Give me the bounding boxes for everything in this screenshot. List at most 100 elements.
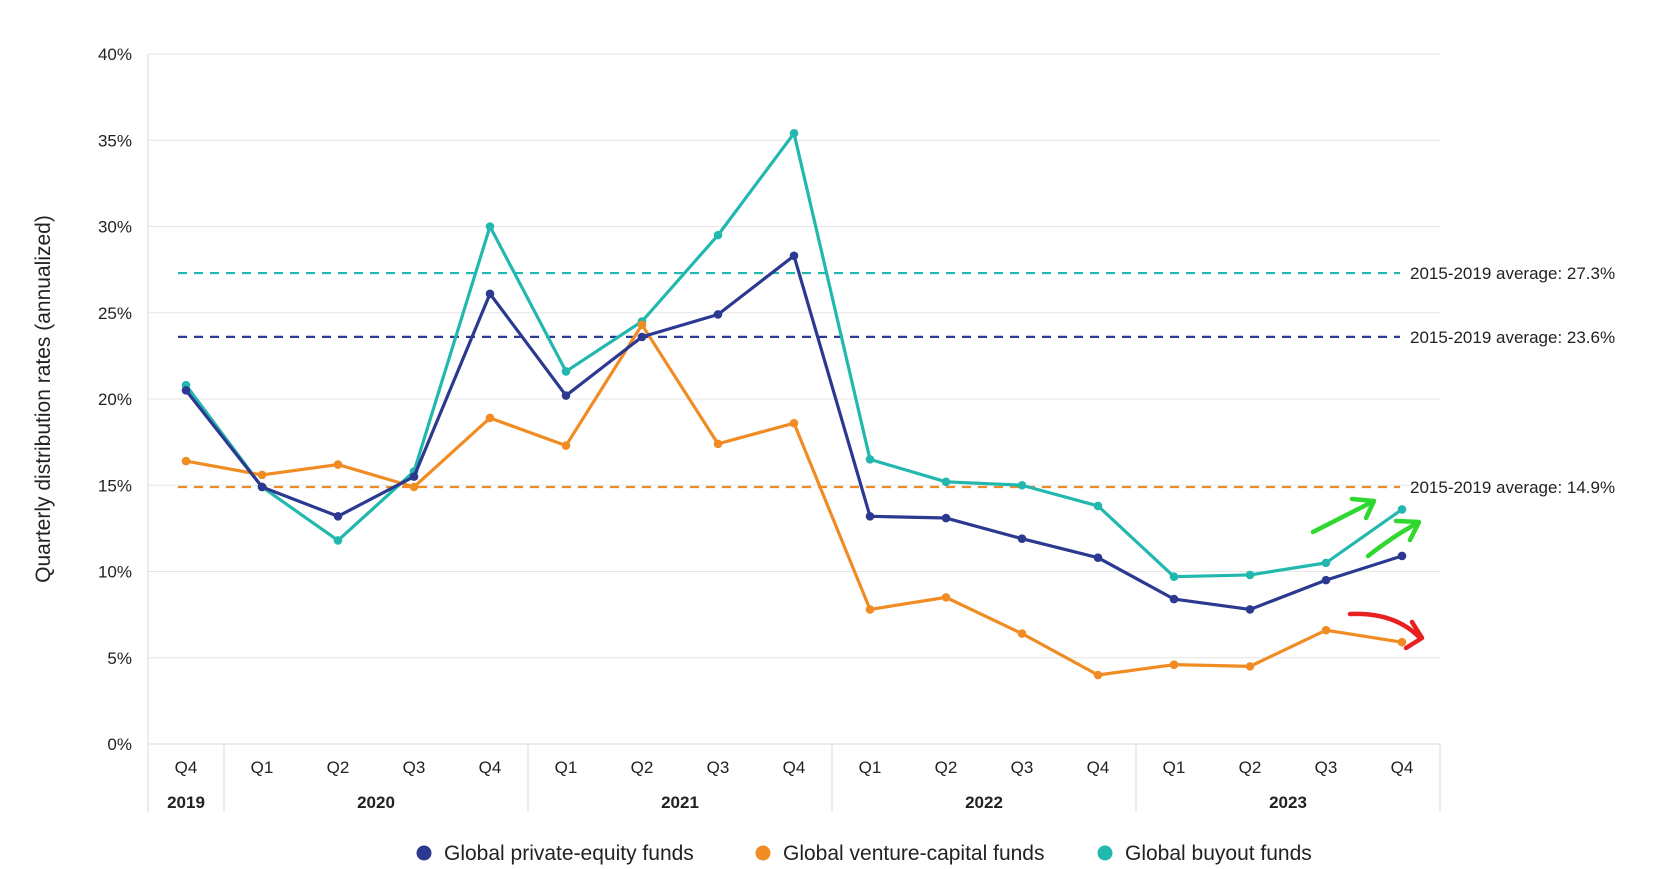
y-axis-ticks: 0% 5% 10% 15% 20% 25% 30% 35% 40% xyxy=(98,45,132,754)
data-point xyxy=(865,605,875,614)
y-tick-label: 0% xyxy=(107,735,132,754)
data-point xyxy=(181,386,191,395)
data-point xyxy=(333,536,343,545)
x-axis: Q4 Q1 Q2 Q3 Q4 Q1 Q2 Q3 Q4 Q1 Q2 Q3 Q4 Q1 Q2 Q3 Q4 2019 20… xyxy=(147,743,1441,812)
data-point xyxy=(865,455,875,464)
data-point xyxy=(637,332,647,342)
data-point xyxy=(1169,594,1179,604)
red-arrow-head xyxy=(1403,619,1425,651)
data-point xyxy=(1017,534,1027,544)
x-tick-label: Q2 xyxy=(631,758,654,777)
grid-lines xyxy=(147,53,1440,745)
data-point xyxy=(1093,501,1103,511)
x-tick-label: Q2 xyxy=(935,758,958,777)
legend: Global private-equity funds Global ventur… xyxy=(416,842,1312,865)
x-tick-label: Q4 xyxy=(175,758,198,777)
legend-marker xyxy=(416,845,432,861)
hand-drawn-annotations xyxy=(1310,496,1425,651)
data-point xyxy=(941,593,951,602)
data-point xyxy=(1169,572,1179,581)
data-point xyxy=(257,470,267,480)
data-point xyxy=(333,512,343,521)
data-point xyxy=(333,460,343,469)
x-year-label: 2019 xyxy=(167,793,205,812)
data-point xyxy=(1017,480,1027,490)
data-point xyxy=(713,310,723,319)
data-point xyxy=(1245,662,1255,671)
data-point xyxy=(1397,505,1407,514)
legend-label: Global private-equity funds xyxy=(444,842,694,865)
data-point xyxy=(1093,670,1103,680)
data-point xyxy=(1397,551,1407,561)
y-tick-label: 40% xyxy=(98,45,132,64)
x-tick-label: Q3 xyxy=(1315,758,1338,777)
data-point xyxy=(1093,553,1103,562)
y-tick-label: 15% xyxy=(98,476,132,495)
green-arrow-head xyxy=(1349,496,1377,521)
data-point xyxy=(561,391,571,400)
y-tick-label: 10% xyxy=(98,563,132,582)
data-point xyxy=(257,482,267,492)
data-point xyxy=(1245,605,1255,614)
series-line xyxy=(184,131,1403,579)
x-tick-label: Q4 xyxy=(783,758,806,777)
x-tick-label: Q3 xyxy=(1011,758,1034,777)
x-tick-label: Q1 xyxy=(555,758,578,777)
data-point xyxy=(485,222,495,231)
x-tick-label: Q3 xyxy=(403,758,426,777)
y-tick-label: 5% xyxy=(107,649,132,668)
x-tick-label: Q1 xyxy=(1163,758,1186,777)
legend-marker xyxy=(755,845,771,861)
x-tick-label: Q2 xyxy=(327,758,350,777)
reference-lines: 2015-2019 average: 27.3% 2015-2019 averag… xyxy=(178,264,1615,497)
legend-marker xyxy=(1097,845,1113,861)
data-point xyxy=(1321,625,1331,635)
legend-label: Global venture-capital funds xyxy=(783,842,1045,865)
x-tick-label: Q4 xyxy=(1087,758,1110,777)
data-point xyxy=(713,439,723,449)
x-year-label: 2020 xyxy=(357,793,395,812)
data-point xyxy=(1321,575,1331,585)
green-arrow-shaft xyxy=(1365,521,1419,559)
data-point xyxy=(713,230,723,240)
data-point xyxy=(1169,660,1179,669)
data-point xyxy=(561,367,571,376)
x-tick-label: Q1 xyxy=(251,758,274,777)
x-tick-label: Q1 xyxy=(859,758,882,777)
data-point xyxy=(485,289,495,299)
green-arrow-shaft xyxy=(1310,499,1375,535)
reference-line-label: 2015-2019 average: 27.3% xyxy=(1410,264,1615,283)
data-point xyxy=(1321,558,1331,568)
data-point xyxy=(789,251,799,261)
red-arrow-shaft xyxy=(1347,611,1423,641)
x-tick-label: Q2 xyxy=(1239,758,1262,777)
reference-line-label: 2015-2019 average: 23.6% xyxy=(1410,328,1615,347)
data-point xyxy=(637,320,647,330)
legend-label: Global buyout funds xyxy=(1125,842,1312,865)
x-tick-label: Q4 xyxy=(1391,758,1414,777)
y-tick-label: 30% xyxy=(98,218,132,237)
x-year-label: 2022 xyxy=(965,793,1003,812)
data-point xyxy=(1017,629,1027,638)
data-point xyxy=(1397,637,1407,647)
data-point xyxy=(789,129,799,138)
y-axis-label: Quarterly distribution rates (annualized… xyxy=(32,215,55,583)
x-tick-label: Q4 xyxy=(479,758,502,777)
data-point xyxy=(789,418,799,428)
data-point xyxy=(485,413,495,423)
green-arrow-head xyxy=(1393,518,1422,543)
y-tick-label: 20% xyxy=(98,390,132,409)
data-point xyxy=(865,512,875,521)
data-point xyxy=(1245,570,1255,580)
x-tick-label: Q3 xyxy=(707,758,730,777)
x-year-label: 2021 xyxy=(661,793,699,812)
data-point xyxy=(409,482,419,492)
x-year-label: 2023 xyxy=(1269,793,1307,812)
y-tick-label: 25% xyxy=(98,304,132,323)
data-point xyxy=(561,441,571,450)
series-line xyxy=(184,254,1403,612)
reference-line-label: 2015-2019 average: 14.9% xyxy=(1410,478,1615,497)
series-lines xyxy=(181,129,1407,680)
data-point xyxy=(941,477,951,487)
